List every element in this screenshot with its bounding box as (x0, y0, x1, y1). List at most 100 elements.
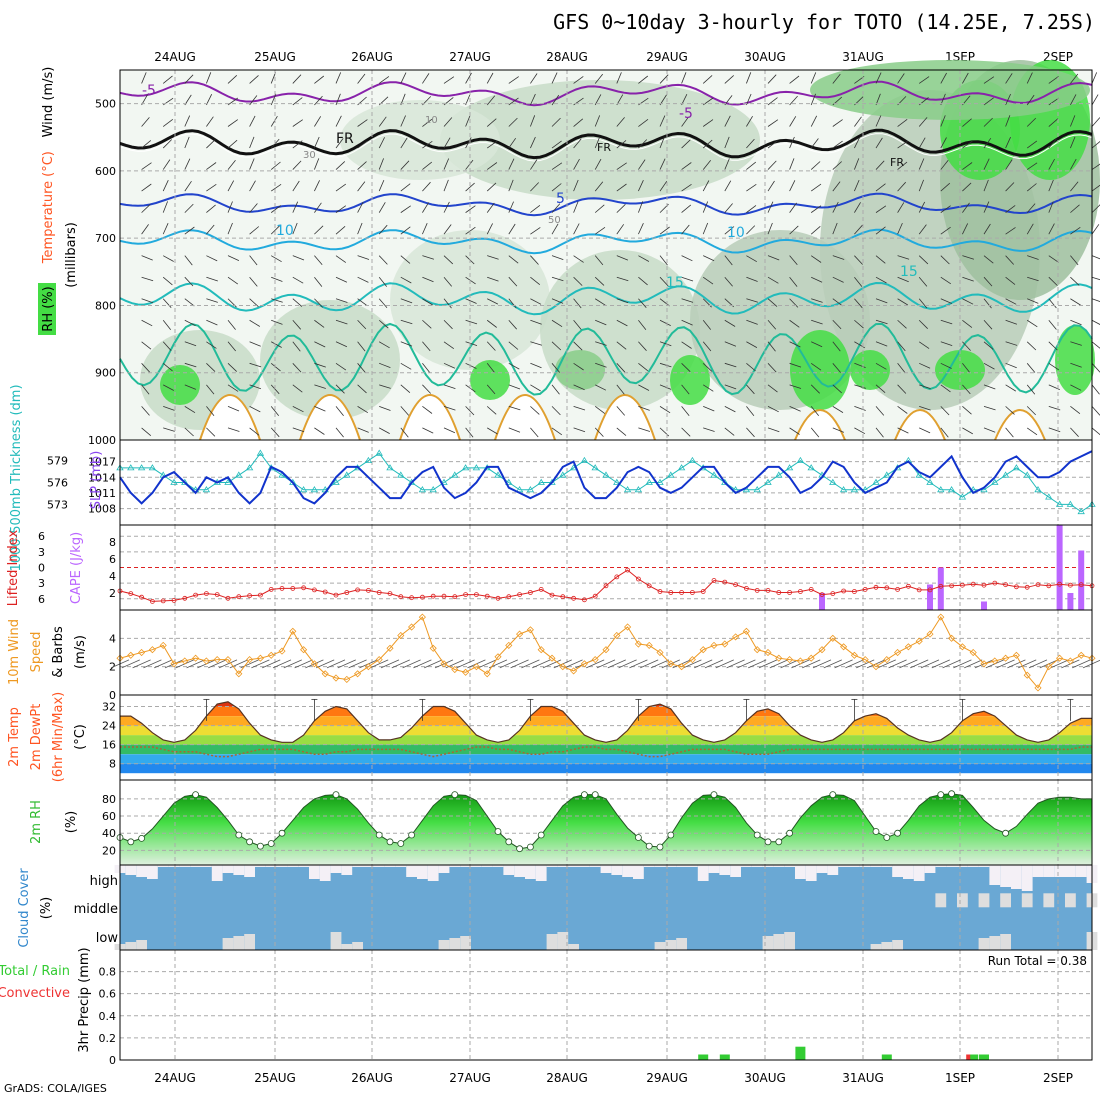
thickness-point (613, 478, 621, 485)
wind-barb (294, 659, 313, 669)
wind-barb (812, 659, 832, 669)
wind-barb (962, 384, 971, 395)
wind-barb (400, 298, 413, 304)
rh-point (635, 834, 642, 841)
lifted-index-point (711, 578, 717, 583)
wind-barb (357, 222, 363, 235)
lifted-index-point (960, 582, 965, 588)
wind-barb (249, 255, 258, 266)
wind-barb (724, 255, 733, 266)
lifted-index-point (603, 583, 609, 589)
wind-barb (357, 384, 367, 394)
wind-barb (184, 203, 194, 213)
wind-barb (1072, 659, 1091, 669)
wind-barb (767, 222, 773, 235)
wind-barb (702, 180, 710, 192)
wind-barb (940, 406, 950, 416)
cloud-high-bar (665, 865, 677, 867)
rh-point (764, 838, 772, 846)
lifted-index-point (301, 585, 307, 591)
wind-barb (249, 384, 262, 390)
wind-barb (530, 182, 539, 192)
wind-barb (508, 298, 517, 309)
wind-barb (767, 363, 777, 373)
wind-barb (335, 298, 348, 303)
temperature-unit-label: (°C) (41, 151, 56, 177)
wind-barb (141, 319, 153, 327)
cloud-high-bar (957, 865, 968, 867)
lifted-index-point (744, 586, 749, 591)
wind-barb (508, 97, 519, 106)
wind-barb (832, 341, 841, 352)
thickness-point (137, 464, 146, 471)
wind-barb (789, 362, 802, 368)
cloud-low-bar (892, 940, 903, 950)
cape-bar (1056, 525, 1063, 610)
cape-tick-label: 6 (109, 553, 116, 566)
wind-barb (162, 298, 172, 308)
wind-barb (724, 136, 730, 149)
wind-barb (530, 159, 538, 170)
wind-speed-point (343, 675, 351, 683)
rh-point (710, 791, 718, 798)
wind-barb (789, 95, 798, 106)
thickness-point (1034, 486, 1042, 493)
cloud-high-bar (967, 865, 979, 867)
wind-speed-point (440, 660, 448, 668)
cape-tick-label: 4 (109, 570, 116, 583)
wind-barb (184, 115, 191, 127)
thickness-point (677, 464, 686, 471)
wind-speed-point (969, 648, 977, 657)
lifted-index-axis-label: Lifted Index (6, 529, 21, 606)
lifted-index-point (365, 588, 371, 593)
wind-barb (335, 362, 347, 371)
wind-barb (292, 140, 303, 149)
wind-barb (629, 659, 648, 669)
wind-barb (184, 255, 193, 266)
lifted-index-point (992, 580, 998, 586)
wind-barb (551, 406, 561, 416)
thickness-point (764, 478, 772, 485)
wind-barb (478, 659, 497, 669)
rh-point (775, 838, 783, 846)
li-tick-label: 3 (38, 577, 45, 590)
wind-barb (1026, 140, 1038, 149)
wind-barb (616, 140, 627, 149)
wind-barb (1070, 276, 1080, 286)
wind-barb (659, 74, 669, 84)
wind-barb (227, 320, 236, 330)
wind-barb (486, 363, 496, 373)
wind-barb (919, 362, 931, 369)
wind-barb (918, 117, 928, 127)
wind-barb (962, 118, 972, 127)
wind-barb (940, 115, 946, 127)
slp-tick-label: 1008 (88, 503, 116, 516)
thickness-point (440, 478, 448, 485)
wind-barb (443, 362, 456, 369)
thickness-point (375, 449, 383, 456)
lifted-index-point (333, 592, 339, 598)
wind-barb (443, 276, 453, 287)
wind-barb (1091, 363, 1100, 373)
rh-shading-area (470, 360, 510, 400)
wind-barb (1070, 204, 1080, 213)
cloud-high-bar (503, 865, 515, 875)
thickness-point (602, 471, 610, 478)
thickness-point (947, 486, 956, 493)
wind10-unit-label: (m/s) (73, 635, 88, 669)
wind-barb (940, 298, 952, 304)
wind-barb (919, 427, 931, 434)
cloud-low-bar (438, 940, 450, 950)
wind-barb (573, 201, 579, 213)
wind-barb (573, 362, 584, 371)
wind-barb (659, 384, 672, 390)
cloud-high-bar (643, 865, 655, 867)
wind10-barbs-label: & Barbs (51, 626, 66, 678)
lifted-index-point (441, 593, 447, 599)
wind-barb (767, 384, 778, 393)
wind-barb (573, 255, 584, 263)
wind-barb (508, 341, 519, 350)
wind-barb (573, 341, 583, 351)
wind-barb (1026, 363, 1036, 373)
wind-barb (486, 341, 496, 351)
